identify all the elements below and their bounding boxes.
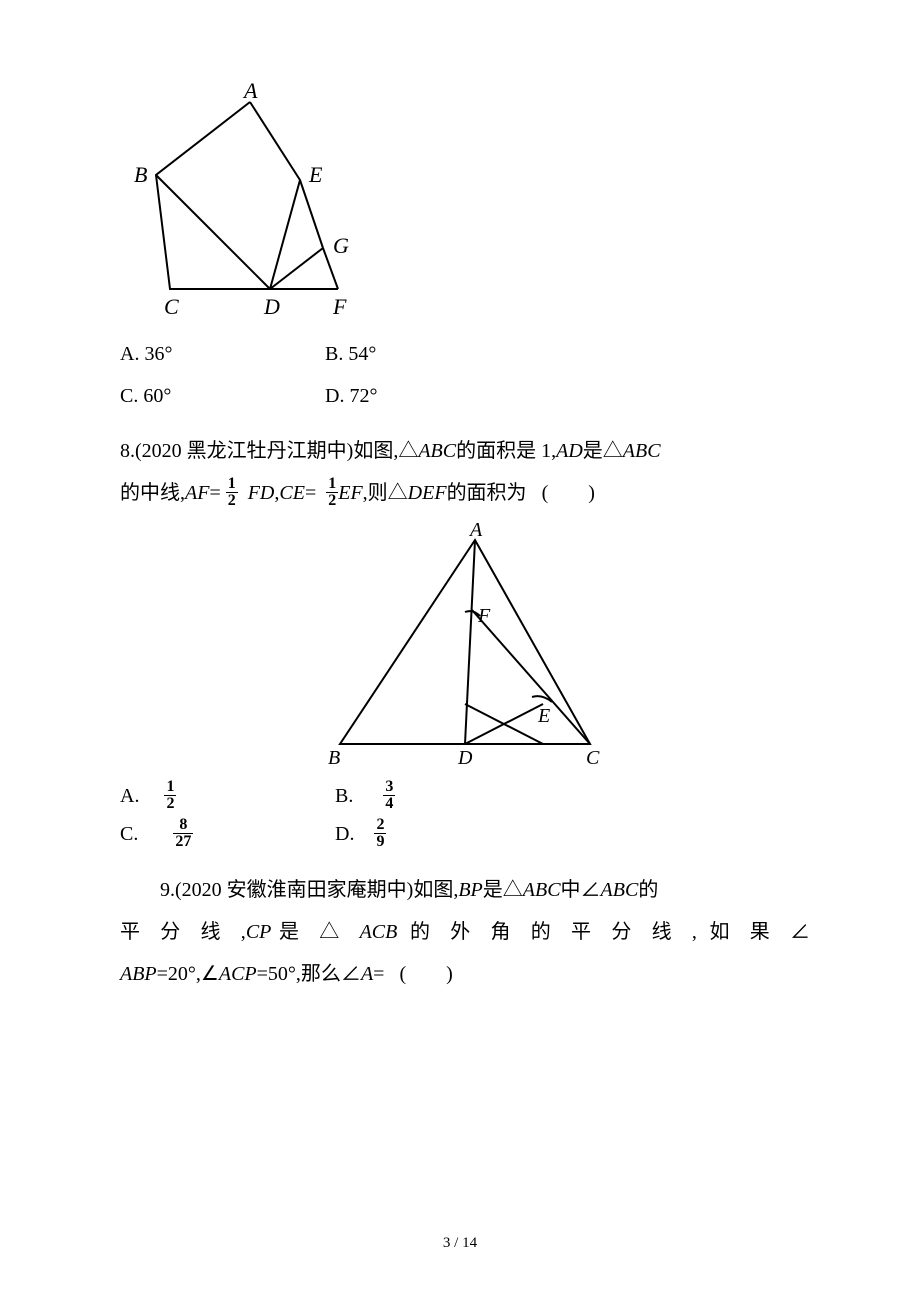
q8-ef: EF [338, 482, 362, 504]
q8-options-row2: C. 827 D. 29 [120, 815, 810, 853]
q8-fd: FD [248, 482, 275, 504]
fig1-label-e: E [308, 162, 323, 187]
q9-line2: 平 分 线 ,CP是 △ ACB 的 外 角 的 平 分 线 , 如 果 ∠ [120, 911, 810, 953]
q9-acp: ACP [219, 963, 257, 985]
page-number: 3 / 14 [0, 1235, 920, 1252]
q9-a: A [361, 963, 373, 985]
q7-opt-c-label: C. [120, 385, 138, 407]
q8-opt-a-num: 1 [164, 779, 176, 795]
q7-options-row2: C. 60° D. 72° [120, 378, 810, 414]
q9-l1b: 是△ [483, 879, 523, 901]
q8-paren: ( ) [542, 482, 595, 504]
q9-bp: BP [458, 879, 482, 901]
q8-opt-c-label: C. [120, 823, 138, 845]
q7-opt-a-label: A. [120, 343, 139, 365]
q8-opt-c-den: 27 [173, 833, 193, 850]
q9-abp: ABP [120, 963, 157, 985]
q8-eq1: = [209, 482, 220, 504]
q8-opt-b-num: 3 [383, 779, 395, 795]
q8-opt-a-label: A. [120, 785, 139, 807]
q8-opt-b-den: 4 [383, 795, 395, 812]
q7-opt-d-label: D. [325, 385, 344, 407]
q9-cp: CP [246, 921, 272, 943]
q7-opt-d-val: 72° [349, 385, 377, 407]
page-sep: / [450, 1235, 462, 1251]
q8-opt-b-label: B. [335, 785, 353, 807]
q8-opt-c-num: 8 [173, 817, 193, 833]
q8-opt-d-num: 2 [374, 817, 386, 833]
q8-opt-b-frac: 34 [383, 779, 395, 812]
q7-options-row1: A. 36° B. 54° [120, 336, 810, 372]
fig1-label-b: B [134, 162, 147, 187]
q8-opt-d-den: 9 [374, 833, 386, 850]
q9-l2a: 平 分 线 , [120, 921, 246, 943]
q9-l3a: =20°,∠ [157, 963, 219, 985]
q9-abc: ABC [523, 879, 561, 901]
q8-t2: 的面积是 1, [456, 440, 556, 462]
q8-t3: 是△ [583, 440, 623, 462]
q8-t6: 的面积为 [447, 482, 527, 504]
q8-frac2: 12 [326, 476, 338, 509]
fig2-label-e: E [537, 705, 550, 727]
q8-opt-a-den: 2 [164, 795, 176, 812]
fig2-label-c: C [586, 747, 600, 769]
q9-paren: ( ) [399, 963, 452, 985]
q8-abc1: ABC [418, 440, 456, 462]
fig2-label-f: F [477, 605, 491, 627]
q7-opt-b-val: 54° [348, 343, 376, 365]
page-total: 14 [462, 1235, 477, 1251]
fig2-label-a: A [468, 522, 483, 541]
q8-af: AF [185, 482, 209, 504]
q8-t4: 的中线, [120, 482, 185, 504]
q8-frac1-num: 1 [226, 476, 238, 492]
triangle-figure: A B C D E F [310, 522, 620, 772]
fig2-label-b: B [328, 747, 340, 769]
fig1-label-a: A [242, 80, 258, 103]
q8-opt-d-frac: 29 [374, 817, 386, 850]
q9-text: 9.(2020 安徽淮南田家庵期中)如图,BP是△ABC中∠ABC的 平 分 线… [120, 869, 810, 995]
q7-opt-a-val: 36° [144, 343, 172, 365]
fig2-label-d: D [457, 747, 473, 769]
q9-acb: ACB [360, 921, 398, 943]
q8-t1: 8.(2020 黑龙江牡丹江期中)如图,△ [120, 440, 418, 462]
q8-opt-c-frac: 827 [173, 817, 193, 850]
q8-options-row1: A. 12 B. 34 [120, 777, 810, 815]
q9-l2c: 的 外 角 的 平 分 线 , 如 果 ∠ [410, 921, 810, 943]
q7-opt-b-label: B. [325, 343, 343, 365]
q8-def: DEF [408, 482, 447, 504]
q8-t5: 则△ [368, 482, 408, 504]
q8-frac1: 12 [226, 476, 238, 509]
q9-l1c: 中∠ [561, 879, 601, 901]
q7-opt-c-val: 60° [143, 385, 171, 407]
q8-frac2-num: 1 [326, 476, 338, 492]
q8-ce: CE [279, 482, 305, 504]
q8-eq2: = [305, 482, 316, 504]
fig1-label-c: C [164, 294, 179, 319]
q9-l1a: 9.(2020 安徽淮南田家庵期中)如图, [160, 879, 458, 901]
fig1-label-d: D [263, 294, 280, 319]
q8-ad: AD [556, 440, 583, 462]
fig1-label-f: F [332, 294, 347, 319]
q8-text: 8.(2020 黑龙江牡丹江期中)如图,△ABC的面积是 1,AD是△ABC 的… [120, 430, 810, 514]
q8-frac2-den: 2 [326, 492, 338, 509]
q9-l3b: =50°,那么∠ [257, 963, 361, 985]
q9-abc2: ABC [601, 879, 639, 901]
q8-abc2: ABC [623, 440, 661, 462]
q9-l3c: = [373, 963, 384, 985]
q9-l1d: 的 [638, 879, 658, 901]
q8-frac1-den: 2 [226, 492, 238, 509]
q9-l2b: 是 △ [271, 921, 347, 943]
pentagon-figure: A B C D E F G [120, 80, 370, 330]
fig1-label-g: G [333, 233, 349, 258]
q8-opt-a-frac: 12 [164, 779, 176, 812]
q8-opt-d-label: D. [335, 823, 354, 845]
